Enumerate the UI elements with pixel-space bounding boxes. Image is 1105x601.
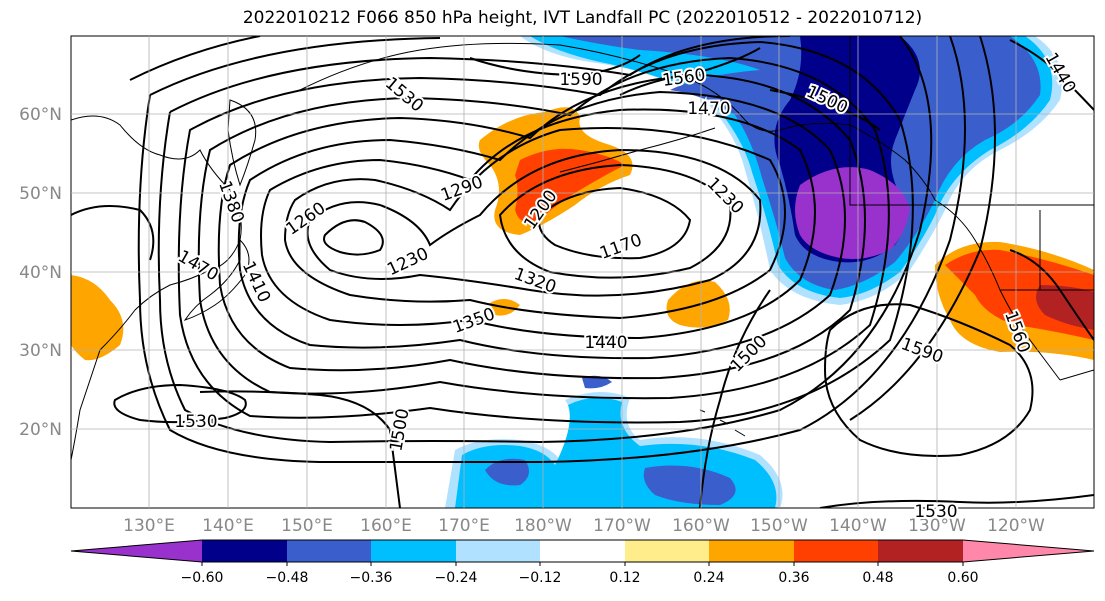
- low-center-1230: [323, 219, 384, 256]
- low-center-1170: [538, 186, 692, 260]
- canada-border: [849, 36, 1094, 206]
- latitude-label: 50°N: [19, 184, 62, 204]
- latitude-label-group: 60°N 50°N 40°N 30°N 20°N: [19, 105, 62, 440]
- contour-1320: [237, 90, 846, 360]
- contour-1500-north: [769, 89, 881, 131]
- longitude-label: 120°W: [987, 516, 1045, 536]
- contour-1440-ne: [1009, 39, 1094, 111]
- contour-label: 1530: [914, 502, 957, 522]
- contour-label: 1440: [584, 333, 627, 353]
- contour-1380: [197, 56, 890, 400]
- latitude-label: 60°N: [19, 105, 62, 125]
- colorbar-segment: [709, 540, 794, 562]
- colorbar-tick-label: 0.60: [947, 570, 978, 586]
- colorbar-segment: [371, 540, 456, 562]
- contour-label: 1350: [450, 304, 497, 338]
- contour-1410: [177, 40, 914, 424]
- colorbar-segment: [540, 540, 625, 562]
- colorbar-tick-label: 0.24: [693, 570, 724, 586]
- latitude-label: 40°N: [19, 263, 62, 283]
- longitude-label: 170°E: [438, 516, 490, 536]
- contour-1260: [283, 127, 786, 320]
- contour-label: 1470: [687, 99, 730, 119]
- contour-1290: [260, 108, 816, 340]
- longitude-label-group: 130°E 140°E 150°E 160°E 170°E 180°W 170°W 160°W…: [123, 516, 1045, 536]
- colorbar-segment: [202, 540, 287, 562]
- contour-1500: [129, 36, 996, 508]
- longitude-label: 180°W: [514, 516, 572, 536]
- colorbar-segment: [287, 540, 371, 562]
- contour-1560-east: [1009, 249, 1094, 341]
- hawaii-islands: [699, 409, 746, 437]
- colorbar-segment: [878, 540, 963, 562]
- alaska-coast: [299, 42, 936, 201]
- longitude-label: 150°E: [281, 516, 333, 536]
- contour-1440: [157, 36, 933, 444]
- contour-1590-east: [823, 303, 1034, 457]
- colorbar-tick-label: 0.48: [862, 570, 893, 586]
- colorbar-tick-label: −0.48: [266, 570, 309, 586]
- shading-purple-north: [795, 167, 910, 259]
- contour-label: 1530: [381, 73, 427, 116]
- longitude-label: 160°W: [672, 516, 730, 536]
- contour-label: 1530: [174, 412, 217, 432]
- contour-1530-west: [113, 383, 247, 424]
- latitude-label: 20°N: [19, 420, 62, 440]
- colorbar-tick-label: −0.24: [435, 570, 478, 586]
- colorbar-tick-label: −0.36: [350, 570, 393, 586]
- colorbar-segment: [794, 540, 878, 562]
- contour-label: 1590: [898, 334, 945, 368]
- contour-1590-north: [469, 54, 641, 77]
- colorbar-tick-label: 0.12: [609, 570, 640, 586]
- contour-1560-west: [71, 205, 155, 261]
- contour-label: 1500: [386, 407, 413, 453]
- contour-label: 1500: [727, 332, 772, 377]
- gridline-layer: [71, 36, 1094, 508]
- contour-label: 1320: [511, 264, 558, 298]
- contour-1530-south: [819, 494, 1094, 508]
- contour-label: 1260: [283, 198, 330, 239]
- longitude-label: 170°W: [593, 516, 651, 536]
- contour-label: 1590: [559, 70, 602, 90]
- longitude-label: 130°W: [908, 516, 966, 536]
- colorbar-segment: [963, 540, 1094, 562]
- latitude-label: 30°N: [19, 341, 62, 361]
- colorbar-segment: [625, 540, 709, 562]
- coastline-layer: [71, 36, 1094, 461]
- shading-blue-south: [485, 375, 736, 505]
- longitude-label: 160°E: [360, 516, 412, 536]
- colorbar-tick-label: 0.36: [778, 570, 809, 586]
- map-title: 2022010212 F066 850 hPa height, IVT Land…: [242, 8, 923, 28]
- longitude-label: 150°W: [750, 516, 808, 536]
- colorbar-tick-label: −0.12: [519, 570, 562, 586]
- contour-1470: [137, 36, 966, 464]
- asia-coast: [71, 115, 242, 461]
- contour-1560-north: [619, 47, 761, 96]
- kamchatka-coast: [227, 99, 257, 187]
- longitude-label: 130°E: [123, 516, 175, 536]
- colorbar: −0.60 −0.48 −0.36 −0.24 −0.12 0.12 0.24 0.36 0.4…: [70, 539, 1095, 586]
- contour-1230: [306, 148, 762, 297]
- shading-orange-blob-3: [71, 275, 124, 361]
- colorbar-tick-label: −0.60: [181, 570, 224, 586]
- japan-coast: [183, 238, 250, 321]
- longitude-label: 140°E: [202, 516, 254, 536]
- colorbar-segment: [71, 540, 202, 562]
- longitude-label: 140°W: [829, 516, 887, 536]
- colorbar-segment: [456, 540, 540, 562]
- contour-1350: [217, 73, 866, 380]
